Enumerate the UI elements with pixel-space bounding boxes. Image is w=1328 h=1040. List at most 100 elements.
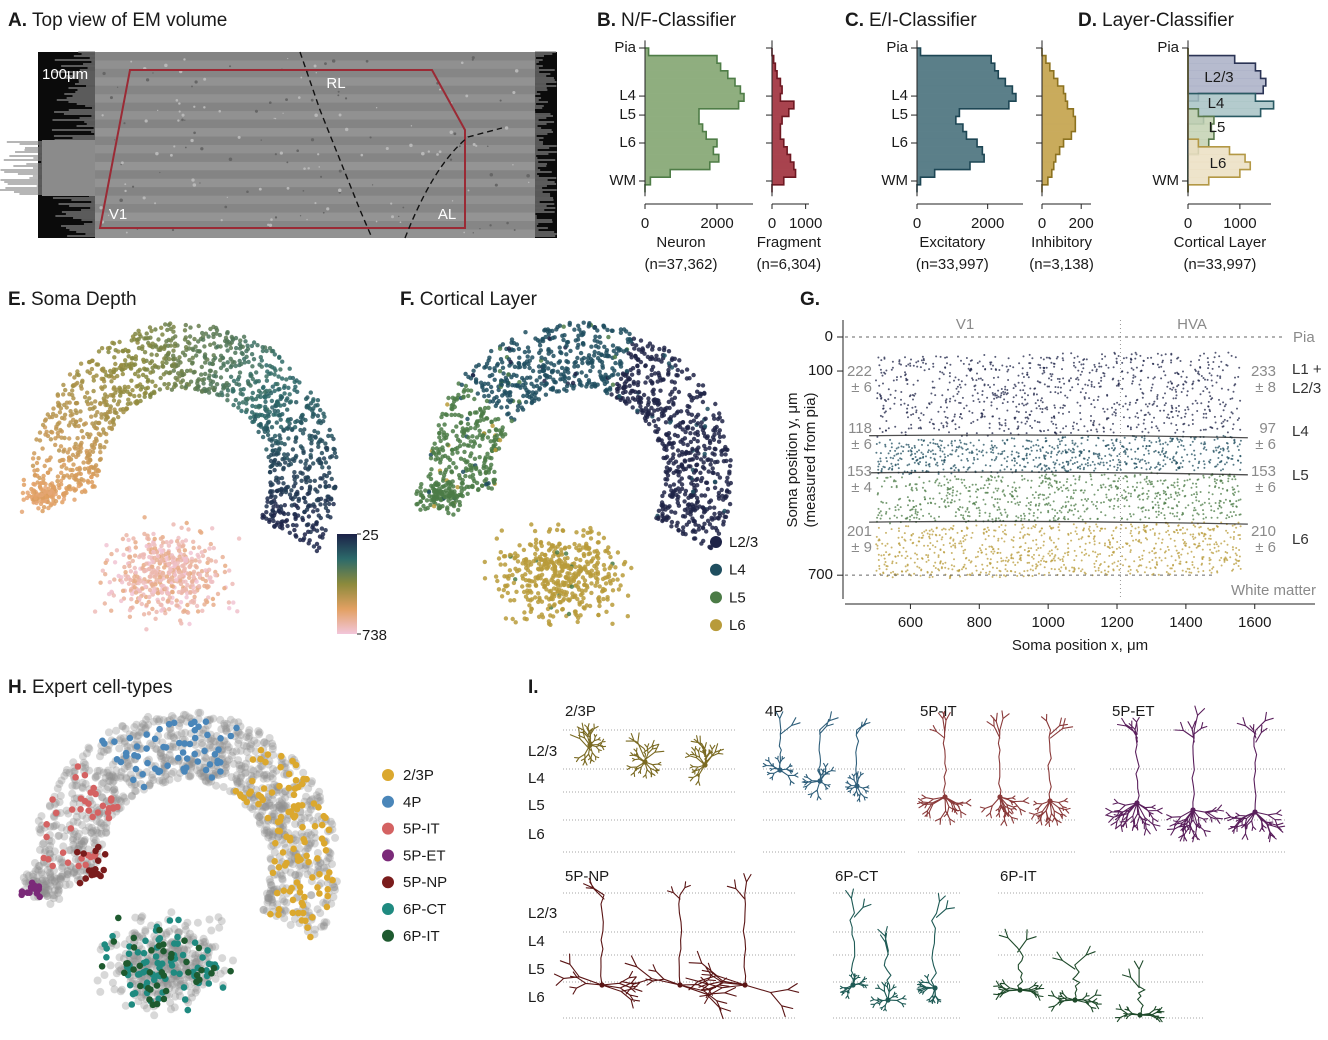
- cell-dot: [272, 524, 277, 529]
- cell-dot: [615, 381, 620, 387]
- histogram-outline: [644, 47, 745, 193]
- em-texture: [178, 110, 181, 113]
- cell-dot: [162, 346, 167, 351]
- cell-dot: [317, 484, 323, 489]
- cell-dot: [454, 397, 459, 402]
- cell-dot: [437, 447, 443, 452]
- cell-dot: [20, 490, 26, 496]
- cell-dot: [621, 386, 627, 391]
- em-texture: [314, 113, 318, 118]
- cell-dot: [30, 463, 36, 468]
- cell-dot: [167, 370, 172, 376]
- cell-dot: [258, 394, 263, 400]
- cell-dot: [153, 569, 158, 575]
- cell-dot: [712, 485, 718, 490]
- cell-dot: [525, 354, 530, 359]
- cell-dot: [218, 375, 224, 380]
- cell-dot: [316, 420, 321, 425]
- cell-dot: [642, 351, 647, 356]
- cell-dot: [536, 364, 542, 369]
- cell-dot: [39, 492, 44, 498]
- cell-dot: [133, 331, 138, 337]
- cell-dot: [126, 354, 131, 359]
- cell-dot: [103, 417, 109, 422]
- em-texture: [479, 228, 481, 230]
- cell-dot: [61, 457, 66, 463]
- cell-dot: [99, 412, 104, 417]
- histogram-bin: [771, 123, 781, 132]
- em-texture: [322, 211, 325, 214]
- cell-dot: [170, 590, 175, 595]
- em-stripe: [95, 85, 535, 95]
- cell-dot: [154, 344, 159, 349]
- sample-size: (n=6,304): [756, 256, 821, 273]
- histogram-bin: [771, 169, 796, 178]
- cell-dot: [66, 484, 72, 489]
- cell-dot: [715, 515, 720, 521]
- cell-dot: [565, 571, 570, 576]
- cell-dot: [474, 364, 479, 369]
- cell-dot: [265, 496, 270, 501]
- background-cell: [115, 744, 124, 753]
- cell-dot: [172, 384, 177, 389]
- cell-dot: [566, 611, 572, 617]
- cell-dot: [133, 354, 139, 359]
- cell-dot: [125, 401, 131, 407]
- cell-dot: [123, 347, 128, 352]
- cell-dot: [461, 389, 466, 394]
- cell-dot: [284, 426, 289, 431]
- cell-dot: [189, 559, 194, 564]
- cell-dot: [168, 321, 173, 326]
- cell-dot: [532, 528, 538, 534]
- cell-dot: [559, 568, 565, 574]
- cell-dot: [272, 457, 278, 463]
- cell-dot: [533, 540, 539, 546]
- cell-dot: [206, 334, 211, 339]
- cell-dot: [159, 583, 165, 589]
- cell-dot: [64, 400, 70, 405]
- cell-dot: [50, 414, 55, 420]
- cell-dot: [56, 482, 61, 488]
- cell-dot: [508, 390, 513, 395]
- cell-dot: [104, 439, 109, 444]
- cell-dot: [555, 369, 560, 374]
- em-texture: [337, 94, 340, 97]
- cell-dot: [197, 572, 203, 578]
- cell-dot: [525, 345, 531, 350]
- histogram-bin: [1187, 176, 1209, 185]
- cell-dot: [106, 349, 111, 355]
- cell-dot: [315, 430, 321, 435]
- cell-dot: [466, 393, 471, 399]
- cell-dot: [657, 437, 662, 443]
- cell-dot: [480, 483, 485, 488]
- em-texture: [190, 138, 194, 143]
- cell-dot: [294, 435, 299, 440]
- cell-dot: [669, 365, 675, 370]
- cell-dot: [450, 429, 456, 434]
- histogram-bin: [1187, 146, 1230, 155]
- histogram-bin: [644, 123, 703, 132]
- cell-dot: [56, 434, 61, 439]
- cell-dot: [663, 420, 669, 425]
- cell-dot: [200, 553, 206, 559]
- cell-dot: [179, 573, 185, 578]
- cell-dot: [707, 445, 712, 451]
- cell-dot: [580, 545, 586, 550]
- cell-dot: [527, 365, 532, 371]
- cell-dot: [282, 503, 287, 508]
- cell-dot: [500, 365, 506, 370]
- cell-dot: [132, 362, 138, 367]
- x-tick-label: 2000: [971, 215, 1004, 232]
- cell-dot: [66, 458, 72, 463]
- em-stripe: [95, 229, 535, 238]
- em-stripe: [95, 178, 535, 188]
- em-texture: [109, 96, 113, 100]
- cell-dot: [680, 529, 686, 534]
- cell-dot: [178, 581, 184, 587]
- cell-dot: [460, 477, 465, 483]
- cell-dot: [627, 331, 632, 337]
- cell-dot: [703, 416, 708, 421]
- cell-dot: [708, 462, 713, 467]
- cell-dot: [195, 381, 200, 386]
- em-stripe: [95, 52, 535, 61]
